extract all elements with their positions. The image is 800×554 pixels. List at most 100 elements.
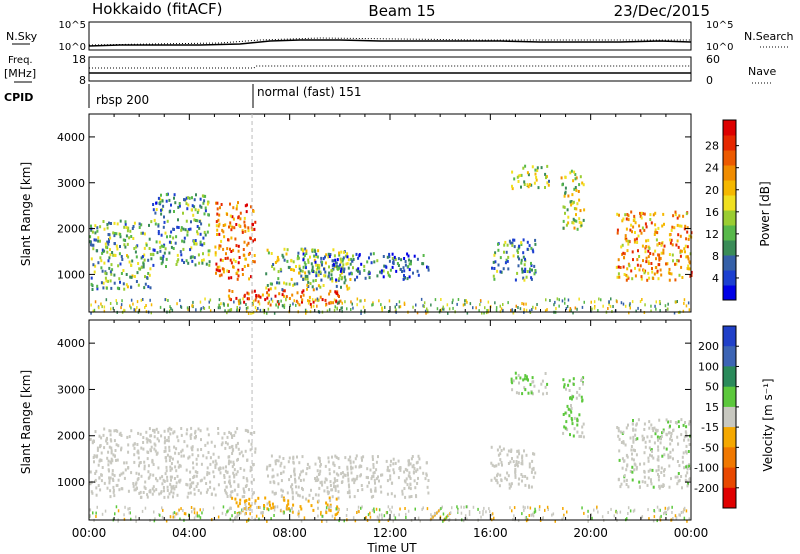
- echo-cell: [576, 417, 579, 421]
- echo-cell: [163, 215, 165, 219]
- echo-cell: [631, 300, 634, 304]
- echo-cell: [171, 457, 174, 461]
- echo-cell: [272, 506, 275, 510]
- echo-cell: [317, 514, 319, 518]
- echo-cell: [621, 457, 624, 461]
- echo-cell: [644, 222, 647, 226]
- echo-cell: [107, 279, 109, 283]
- echo-cell: [457, 298, 460, 301]
- echo-cell: [93, 238, 96, 242]
- echo-cell: [654, 228, 657, 232]
- echo-cell: [282, 496, 285, 500]
- echo-cell: [150, 445, 153, 449]
- echo-cell: [502, 308, 504, 312]
- echo-cell: [199, 204, 202, 208]
- echo-cell: [274, 294, 277, 298]
- echo-cell: [145, 437, 148, 441]
- echo-cell: [529, 267, 531, 271]
- echo-cell: [524, 506, 526, 510]
- echo-cell: [155, 427, 158, 431]
- echo-cell: [232, 448, 235, 452]
- echo-cell: [303, 261, 306, 265]
- echo-cell: [269, 282, 272, 286]
- echo-cell: [241, 230, 244, 234]
- echo-cell: [561, 299, 564, 303]
- echo-cell: [573, 427, 576, 431]
- echo-cell: [321, 519, 323, 523]
- echo-cell: [221, 441, 224, 445]
- echo-cell: [465, 505, 468, 509]
- echo-cell: [669, 437, 672, 441]
- echo-cell: [582, 218, 585, 222]
- echo-cell: [208, 223, 211, 227]
- echo-cell: [111, 472, 114, 476]
- echo-cell: [230, 236, 233, 240]
- echo-cell: [165, 456, 167, 460]
- echo-cell: [686, 471, 689, 475]
- echo-cell: [676, 482, 679, 486]
- echo-cell: [388, 469, 391, 473]
- echo-cell: [466, 300, 468, 304]
- echo-cell: [304, 308, 307, 312]
- echo-cell: [625, 453, 628, 457]
- nsky-tick-top: 10^5: [59, 20, 86, 31]
- echo-cell: [535, 178, 538, 182]
- echo-cell: [299, 479, 302, 482]
- echo-cell: [291, 293, 294, 297]
- echo-cell: [327, 456, 330, 460]
- echo-cell: [266, 519, 268, 523]
- echo-cell: [259, 308, 262, 312]
- echo-cell: [316, 255, 319, 259]
- echo-cell: [208, 471, 211, 475]
- echo-cell: [275, 303, 277, 307]
- echo-cell: [562, 413, 565, 416]
- echo-cell: [119, 262, 122, 266]
- echo-cell: [355, 454, 358, 458]
- echo-cell: [625, 273, 628, 277]
- echo-cell: [133, 308, 135, 312]
- echo-cell: [379, 270, 382, 274]
- echo-cell: [224, 257, 227, 260]
- echo-cell: [126, 242, 129, 246]
- echo-cell: [111, 268, 114, 272]
- echo-cell: [513, 309, 516, 313]
- echo-cell: [354, 519, 357, 523]
- echo-cell: [382, 255, 385, 258]
- echo-cell: [621, 252, 624, 256]
- echo-cell: [254, 220, 257, 224]
- echo-cell: [106, 226, 109, 230]
- echo-cell: [292, 456, 295, 460]
- echo-cell: [415, 303, 417, 307]
- echo-cell: [140, 474, 143, 478]
- power-colorbar-label: Power [dB]: [758, 181, 772, 246]
- echo-cell: [507, 255, 510, 259]
- echo-cell: [338, 266, 341, 270]
- echo-cell: [328, 301, 331, 305]
- echo-cell: [682, 214, 685, 218]
- echo-cell: [244, 257, 247, 261]
- echo-cell: [665, 447, 668, 451]
- echo-cell: [177, 218, 179, 222]
- echo-cell: [299, 473, 302, 477]
- echo-cell: [266, 465, 269, 469]
- echo-cell: [526, 476, 529, 480]
- echo-cell: [292, 283, 295, 287]
- echo-cell: [398, 513, 400, 517]
- echo-cell: [642, 259, 644, 263]
- echo-cell: [333, 298, 336, 302]
- echo-cell: [530, 261, 532, 265]
- echo-cell: [625, 426, 628, 430]
- echo-cell: [235, 207, 238, 211]
- echo-cell: [619, 510, 622, 514]
- echo-cell: [496, 448, 499, 452]
- echo-cell: [323, 480, 326, 484]
- echo-cell: [202, 236, 205, 240]
- echo-cell: [392, 519, 394, 523]
- echo-cell: [670, 238, 673, 242]
- echo-cell: [320, 256, 323, 260]
- echo-cell: [334, 486, 337, 490]
- echo-cell: [212, 452, 215, 456]
- echo-cell: [192, 213, 195, 217]
- echo-cell: [234, 237, 237, 241]
